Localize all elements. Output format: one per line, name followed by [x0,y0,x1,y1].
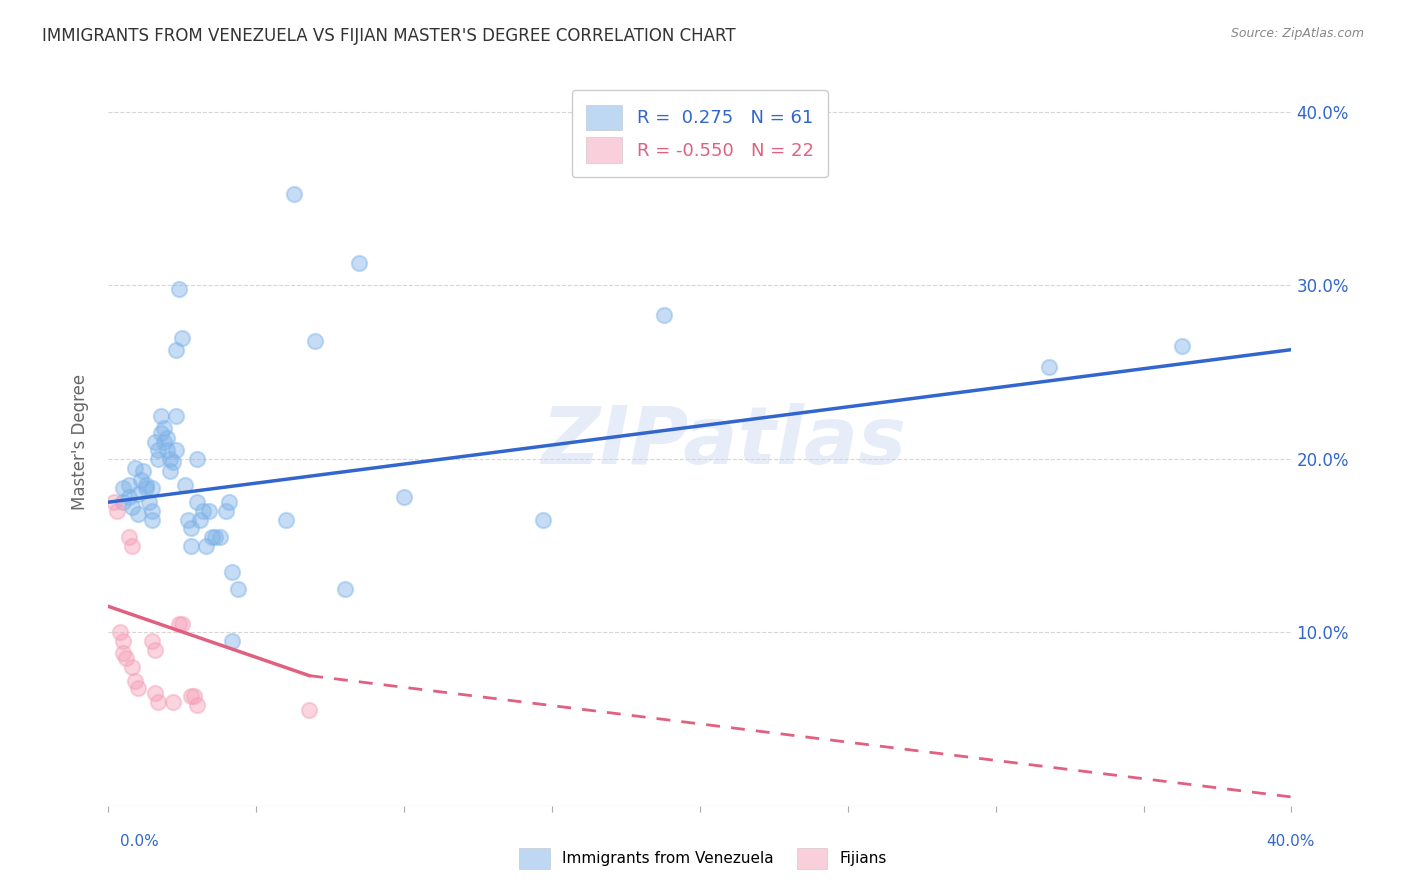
Point [141,504,163,518]
Legend: R =  0.275   N = 61, R = -0.550   N = 22: R = 0.275 N = 61, R = -0.550 N = 22 [571,90,828,178]
Point [124,673,146,688]
Point [194,539,217,553]
Point [283,186,305,201]
Point [218,495,240,509]
Point [135,478,157,492]
Point [180,521,202,535]
Point [531,512,554,526]
Point [165,443,187,458]
Y-axis label: Master's Degree: Master's Degree [72,374,89,509]
Point [143,642,166,657]
Point [197,504,219,518]
Point [153,434,176,449]
Point [108,625,131,640]
Point [170,330,193,344]
Point [180,690,202,704]
Point [127,486,149,500]
Text: IMMIGRANTS FROM VENEZUELA VS FIJIAN MASTER'S DEGREE CORRELATION CHART: IMMIGRANTS FROM VENEZUELA VS FIJIAN MAST… [42,27,735,45]
Legend: Immigrants from Venezuela, Fijians: Immigrants from Venezuela, Fijians [513,841,893,875]
Text: ZIPatlas: ZIPatlas [541,402,905,481]
Point [221,565,243,579]
Point [226,582,249,596]
Point [298,703,321,717]
Point [183,690,205,704]
Point [180,539,202,553]
Text: Source: ZipAtlas.com: Source: ZipAtlas.com [1230,27,1364,40]
Point [121,660,143,674]
Point [143,686,166,700]
Point [124,460,146,475]
Point [138,495,160,509]
Point [118,530,141,544]
Point [148,443,170,458]
Point [111,646,134,660]
Point [156,431,179,445]
Text: 0.0%: 0.0% [120,834,159,849]
Point [174,478,197,492]
Point [186,495,208,509]
Point [143,434,166,449]
Point [148,451,170,466]
Point [135,481,157,495]
Point [200,530,222,544]
Point [153,420,176,434]
Point [1038,359,1060,374]
Point [150,425,173,440]
Text: 40.0%: 40.0% [1267,834,1315,849]
Point [392,490,415,504]
Point [141,481,163,495]
Point [165,409,187,423]
Point [188,512,211,526]
Point [150,409,173,423]
Point [141,512,163,526]
Point [103,495,125,509]
Point [114,651,136,665]
Point [167,616,190,631]
Point [652,308,675,322]
Point [274,512,297,526]
Point [162,695,184,709]
Point [148,695,170,709]
Point [159,464,181,478]
Point [170,616,193,631]
Point [127,681,149,695]
Point [186,698,208,712]
Point [132,464,155,478]
Point [121,500,143,515]
Point [118,490,141,504]
Point [304,334,326,348]
Point [333,582,356,596]
Point [349,256,371,270]
Point [177,512,200,526]
Point [111,481,134,495]
Point [204,530,226,544]
Point [111,495,134,509]
Point [215,504,238,518]
Point [221,634,243,648]
Point [111,634,134,648]
Point [1171,339,1194,353]
Point [209,530,232,544]
Point [191,504,214,518]
Point [186,451,208,466]
Point [165,343,187,357]
Point [162,455,184,469]
Point [156,443,179,458]
Point [129,473,152,487]
Point [121,539,143,553]
Point [105,504,128,518]
Point [118,478,141,492]
Point [167,282,190,296]
Point [127,508,149,522]
Point [141,634,163,648]
Point [159,451,181,466]
